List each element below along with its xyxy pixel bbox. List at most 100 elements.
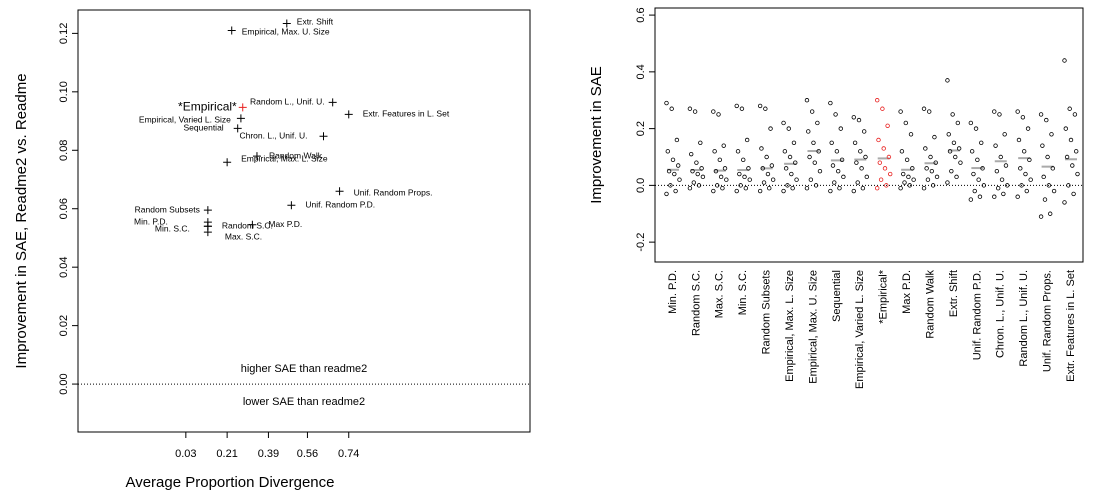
point-label: Chron. L., Unif. U. (239, 130, 307, 140)
point (930, 183, 936, 188)
point (757, 188, 763, 194)
point (1070, 163, 1075, 168)
point-label: Extr. Shift (297, 17, 334, 27)
point (689, 151, 694, 157)
point (807, 154, 812, 160)
y-axis-title: Improvement in SAE (588, 66, 605, 204)
point-label: *Empirical* (178, 99, 237, 113)
point (898, 109, 903, 114)
point-label: Empirical, Varied L. Size (139, 115, 231, 125)
point (907, 183, 912, 188)
point (808, 177, 814, 182)
y-tick-label: 0.0 (635, 178, 647, 193)
point (806, 129, 811, 134)
point (757, 103, 763, 109)
point (1023, 171, 1028, 177)
point (759, 146, 764, 151)
point (813, 183, 819, 188)
point (951, 140, 957, 146)
point (1075, 171, 1080, 177)
x-tick-label: Unif. Random Props. (1041, 270, 1053, 372)
point (781, 120, 786, 126)
point (858, 149, 863, 154)
point (227, 26, 236, 35)
x-tick-label: Min. S.C. (737, 270, 749, 315)
point (670, 157, 676, 163)
point (767, 186, 772, 191)
point (248, 220, 257, 229)
point (789, 171, 794, 177)
point (1025, 126, 1031, 131)
point (738, 183, 743, 188)
point (765, 171, 771, 177)
point-label: Empirical, Max. L. Size (241, 154, 328, 164)
y-tick-label: -0.2 (635, 233, 647, 252)
point (761, 180, 767, 185)
point (1071, 191, 1076, 197)
point (884, 183, 889, 188)
point-label: Random Walk (269, 150, 323, 160)
point (856, 117, 862, 123)
point (972, 188, 977, 194)
point (980, 166, 985, 171)
x-tick-label: 0.21 (216, 448, 237, 460)
point (811, 140, 816, 146)
x-tick-label: 0.56 (297, 448, 318, 460)
point (734, 103, 739, 109)
point (888, 171, 893, 177)
point (1064, 154, 1070, 160)
point-label: Min. S.C. (155, 224, 190, 234)
x-tick-label: Max P.D. (901, 270, 913, 314)
x-tick-label: Extr. Features in L. Set (1065, 270, 1077, 382)
y-tick-label: 0.6 (635, 7, 647, 22)
point (877, 160, 883, 165)
point (252, 152, 261, 161)
point (1068, 137, 1074, 143)
point (947, 149, 953, 154)
y-tick-label: 0.02 (58, 315, 70, 336)
point (1066, 183, 1071, 188)
point (876, 137, 881, 143)
point (677, 177, 682, 182)
point (1015, 109, 1020, 114)
point (713, 168, 719, 174)
point (672, 171, 677, 177)
point (699, 166, 704, 171)
point (875, 186, 880, 191)
point (956, 146, 962, 151)
point (859, 166, 864, 171)
point (861, 129, 867, 134)
point (1062, 200, 1067, 205)
point (1024, 188, 1029, 194)
point (817, 168, 823, 174)
point (741, 157, 746, 163)
x-tick-label: Sequential (831, 270, 843, 322)
point (1072, 112, 1078, 117)
point (1073, 149, 1079, 154)
point (954, 174, 959, 180)
point-label: Sequential (184, 123, 224, 133)
x-tick-label: Random Subsets (761, 270, 773, 355)
point (932, 134, 937, 140)
y-tick-label: 0.08 (58, 140, 70, 161)
point (1051, 188, 1057, 194)
point-label: Random S.C. (222, 221, 273, 231)
point (1040, 143, 1045, 148)
point (695, 171, 700, 177)
point (950, 112, 955, 117)
point-label: Empirical, Max. U. Size (242, 27, 330, 37)
point (968, 120, 974, 126)
y-tick-label: 0.06 (58, 198, 70, 219)
point (673, 188, 678, 194)
y-tick-label: 0.10 (58, 81, 70, 102)
point (929, 168, 935, 174)
x-axis-title: Average Proportion Divergence (125, 474, 334, 491)
annotation: lower SAE than readme2 (243, 396, 365, 408)
point-label: Random L., Unif. U. (250, 97, 325, 107)
point (969, 149, 975, 154)
point (718, 174, 724, 180)
point (830, 163, 836, 168)
point (720, 186, 725, 191)
right-frame (654, 7, 1084, 263)
x-tick-label: Extr. Shift (948, 270, 960, 317)
